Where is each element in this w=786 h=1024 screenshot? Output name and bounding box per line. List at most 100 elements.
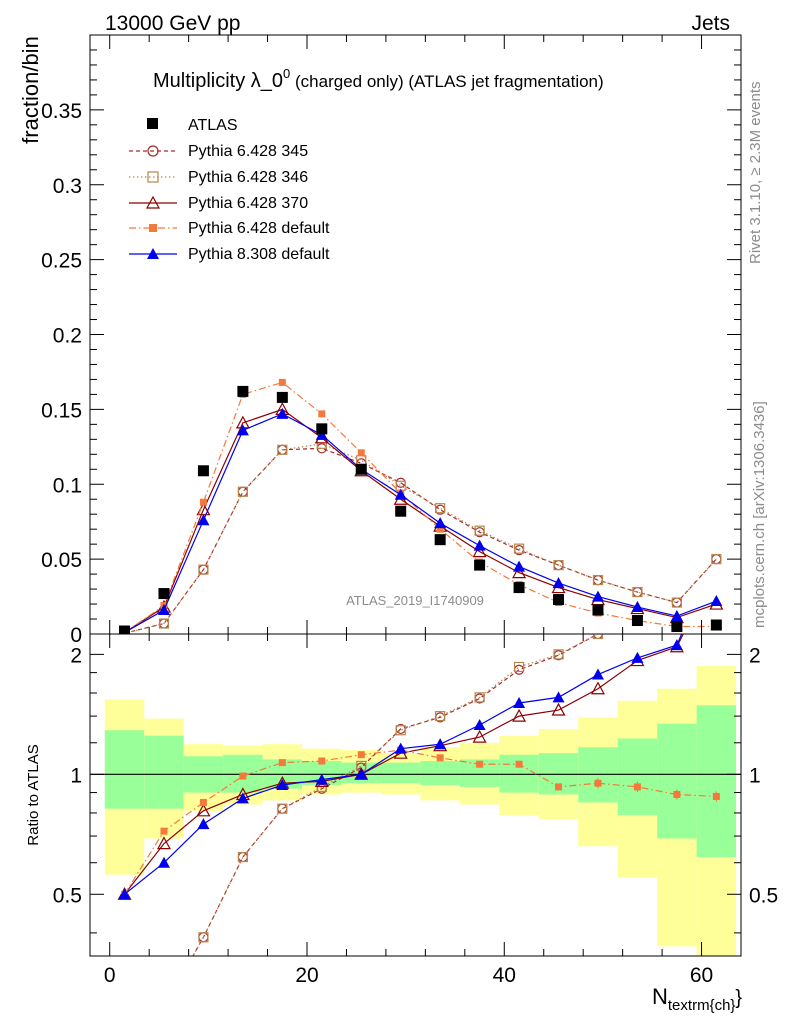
ratio-point-p346 [237,851,248,863]
ratio-point-p346 [474,692,485,703]
plot-title: Multiplicity λ_00 (charged only) (ATLAS … [153,66,604,92]
main-ytick-label: 0.3 [53,175,82,198]
main-data-point [710,619,722,631]
main-point-p346 [158,618,170,629]
legend-label-p6def: Pythia 6.428 default [188,220,330,237]
main-data-point [119,625,131,634]
main-point-p8def [552,577,565,589]
main-point-p8def [157,604,170,616]
plot-title-main: Multiplicity λ_0 [153,70,283,92]
legend-marker-p8def [147,248,159,259]
ratio-point-p346 [592,634,604,640]
main-point-p6def [199,498,207,506]
ratio-band-inner [696,705,737,858]
ratio-plot-area [90,634,741,956]
legend-marker-p345 [147,145,159,157]
ratio-point-p6def [318,757,326,765]
ratio-point-p6def [199,798,207,806]
ratio-point-p6def [515,760,523,768]
main-ytick-label: 0.1 [53,474,82,497]
ratio-point-p370 [551,702,566,716]
main-point-p370 [512,565,527,579]
ratio-series-line-p8def [124,634,683,895]
main-point-p346 [671,597,682,608]
main-series-line-p8def [124,413,717,634]
legend-marker-p346 [147,171,159,183]
main-data-point [355,463,367,475]
ratio-point-p8def [118,888,131,900]
ratio-ytick-label-right: 2 [749,644,761,667]
main-point-p346 [277,444,288,455]
ratio-xlabel-sub: textrm{ch} [668,997,736,1014]
main-data-point [276,391,288,403]
main-point-p8def [434,517,447,529]
main-series-line-p345 [124,447,717,634]
main-point-p6def [436,525,444,533]
ratio-point-p8def [157,856,170,868]
ratio-band-inner [420,761,460,786]
main-point-p8def [631,601,644,613]
ratio-point-p346 [435,711,446,722]
ratio-band-inner [499,754,539,793]
header-left: 13000 GeV pp [105,12,240,35]
ratio-point-p345 [237,851,248,863]
ratio-point-p370 [472,729,487,743]
main-data-point [592,604,604,616]
ratio-point-p8def [276,779,289,791]
ratio-point-p8def [315,773,328,785]
main-point-p8def [276,407,289,419]
main-point-p6def [357,449,365,457]
ratio-series-line-p370 [124,634,684,895]
header-right: Jets [691,12,730,35]
main-point-p8def [670,610,683,622]
ratio-point-p6def [436,754,444,762]
main-point-p346 [553,560,564,571]
main-plot-area [119,378,724,634]
ratio-point-p8def [434,738,447,750]
ratio-xlabel: Ntextrm{ch}} [652,984,742,1014]
main-point-p345 [395,477,406,488]
main-data-point [197,465,209,477]
main-point-p346 [198,564,209,575]
main-point-p8def [513,560,526,572]
ratio-point-p6def [278,759,286,767]
legend-label-atlas: ATLAS [188,117,238,134]
ratio-point-p8def [591,668,604,680]
ratio-xtick-label: 20 [295,964,318,987]
ratio-point-p8def [394,742,407,754]
main-data-point [237,385,249,397]
main-data-point [158,588,170,600]
ratio-ytick-label: 2 [70,644,82,667]
ratio-point-p370 [196,803,211,817]
ratio-point-p370 [590,681,605,695]
main-series-line-p346 [124,443,717,634]
ratio-point-p6def [476,760,484,768]
ratio-point-p6def [357,751,365,759]
main-point-p6def [278,378,286,386]
legend-label-p346: Pythia 6.428 346 [188,169,308,186]
rivet-label: Rivet 3.1.10, ≥ 2.3M events [747,82,764,265]
main-point-p8def [236,424,249,436]
main-series-line-p6def [124,381,717,633]
main-point-p8def [473,539,486,551]
ratio-point-p8def [197,818,210,830]
main-data-point [395,505,407,517]
main-ytick-label: 0.2 [53,325,82,348]
main-point-p6def [318,410,326,418]
ratio-point-p345 [513,664,525,675]
legend-marker-atlas [147,118,158,129]
main-point-p346 [435,503,446,514]
ratio-panel: 0.5 0.51 12 20 20 40 60 [53,633,778,987]
main-data-point [316,423,328,435]
ratio-point-p6def [239,772,247,780]
ratio-point-p8def [355,768,368,780]
ratio-band-inner [380,762,421,784]
main-point-p346 [513,543,525,554]
ratio-xtick-label: 40 [493,964,516,987]
ratio-point-p346 [198,932,209,943]
ratio-point-p346 [513,661,525,673]
ratio-band-inner [104,730,145,809]
ratio-xtick-label: 0 [104,964,116,987]
main-data-point [631,615,643,627]
main-point-p346 [711,554,722,565]
